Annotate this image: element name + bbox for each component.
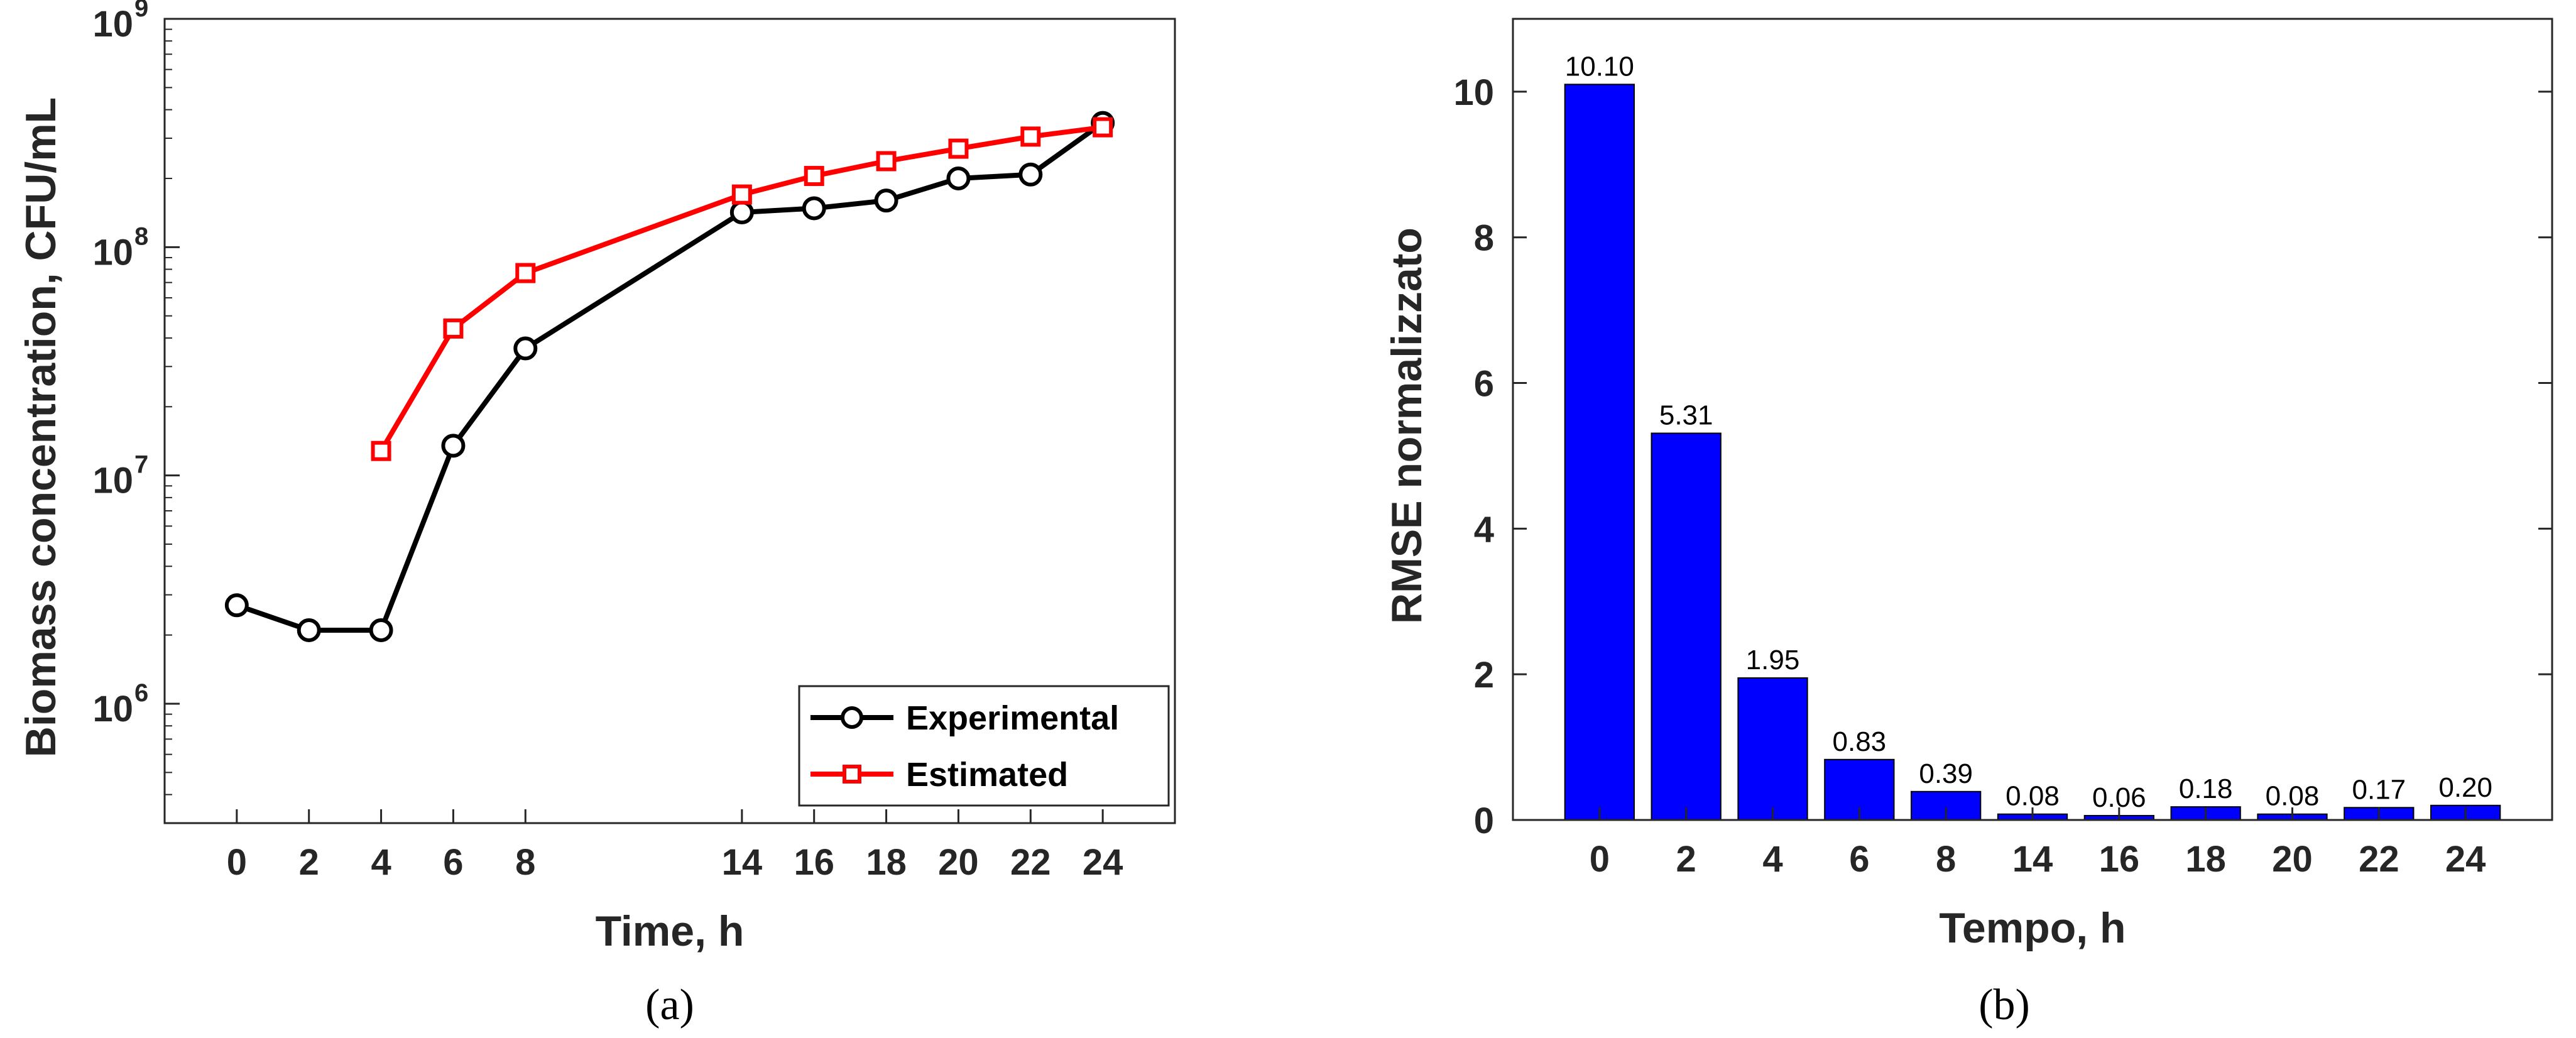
panel-a-x-tick-label: 14 bbox=[722, 842, 763, 883]
data-point-estimated bbox=[876, 151, 897, 172]
panel-a-y-tick-label: 10 bbox=[92, 4, 133, 45]
panel-a-y-tick-label: 10 bbox=[92, 689, 133, 729]
panel-b-x-tick-label: 16 bbox=[2099, 839, 2140, 880]
panel-a-x-tick-label: 16 bbox=[794, 842, 834, 883]
panel-a-x-tick-label: 6 bbox=[443, 842, 463, 883]
bar-4 bbox=[1737, 677, 1808, 821]
panel-a-x-tick-label: 8 bbox=[515, 842, 535, 883]
panel-a-x-ticks: 0 2 4 6 8 14 16 18 20 22 24 bbox=[227, 809, 1123, 883]
bar-data-label: 5.31 bbox=[1659, 400, 1713, 431]
bar-data-label: 0.08 bbox=[2266, 781, 2320, 812]
bar-data-label: 0.18 bbox=[2179, 773, 2233, 804]
panel-a-y-tick-exponent: 6 bbox=[134, 679, 148, 707]
panel-a-legend: Experimental Estimated bbox=[798, 685, 1170, 807]
panel-b-y-tick-label: 8 bbox=[1474, 218, 1494, 259]
panel-a-caption: (a) bbox=[645, 981, 694, 1029]
panel-a-x-tick-label: 24 bbox=[1083, 842, 1123, 883]
panel-a-y-tick-exponent: 9 bbox=[134, 0, 148, 22]
bar-2 bbox=[1651, 432, 1722, 821]
legend-marker-experimental bbox=[841, 706, 863, 729]
bar-data-label: 0.17 bbox=[2352, 774, 2406, 805]
bar-data-label: 0.20 bbox=[2438, 772, 2492, 803]
panel-b-x-tick-label: 6 bbox=[1849, 839, 1869, 880]
panel-b-x-axis-label: Tempo, h bbox=[1939, 904, 2126, 952]
legend-label-experimental: Experimental bbox=[906, 699, 1119, 737]
panel-a-x-tick-label: 0 bbox=[227, 842, 247, 883]
panel-a-x-axis-label: Time, h bbox=[596, 907, 745, 955]
panel-b-x-tick-label: 4 bbox=[1762, 839, 1782, 880]
data-point-experimental bbox=[874, 188, 898, 213]
series-line-experimental bbox=[236, 121, 1105, 633]
panel-b-y-axis-label: RMSE normalizzato bbox=[1383, 227, 1431, 624]
panel-b-caption: (b) bbox=[1978, 981, 2030, 1029]
panel-a-y-tick-exponent: 8 bbox=[134, 222, 148, 250]
panel-b-y-tick-label: 10 bbox=[1453, 72, 1494, 113]
panel-a-plot-frame bbox=[163, 18, 1176, 824]
panel-b-y-tick-label: 4 bbox=[1474, 509, 1494, 550]
panel-a-x-tick-label: 18 bbox=[866, 842, 907, 883]
data-point-experimental bbox=[946, 166, 971, 190]
data-point-experimental bbox=[1018, 162, 1043, 187]
data-point-estimated bbox=[443, 318, 464, 339]
bar-data-label: 0.39 bbox=[1919, 758, 1973, 789]
data-point-estimated bbox=[1093, 117, 1113, 138]
data-point-estimated bbox=[731, 184, 752, 205]
panel-b-x-tick-label: 14 bbox=[2012, 839, 2053, 880]
bar-data-label: 10.10 bbox=[1565, 51, 1634, 82]
panel-b-y-tick-label: 0 bbox=[1474, 800, 1494, 841]
data-point-estimated bbox=[948, 138, 969, 159]
data-point-experimental bbox=[297, 618, 321, 642]
panel-b-x-ticks: 0 2 4 6 8 14 16 18 20 22 24 bbox=[1590, 807, 2486, 880]
data-point-experimental bbox=[369, 618, 393, 642]
panel-a-y-tick-label: 10 bbox=[92, 461, 133, 501]
data-point-estimated bbox=[804, 166, 824, 187]
panel-b-x-tick-label: 0 bbox=[1590, 839, 1610, 880]
legend-marker-estimated bbox=[843, 765, 861, 784]
data-point-estimated bbox=[1020, 126, 1041, 147]
panel-a-x-tick-label: 2 bbox=[299, 842, 319, 883]
data-point-experimental bbox=[513, 336, 538, 361]
panel-a-series-group bbox=[224, 111, 1115, 642]
panel-b-bars: 10.105.311.950.830.390.08 0.06 0.18 0.08 0.1… bbox=[1564, 51, 2501, 821]
panel-a-y-tick-exponent: 7 bbox=[134, 451, 148, 479]
panel-a-y-tick-label: 10 bbox=[92, 232, 133, 273]
data-point-experimental bbox=[802, 196, 826, 221]
panel-b-y-tick-label: 2 bbox=[1474, 655, 1494, 696]
legend-label-estimated: Estimated bbox=[906, 756, 1068, 794]
panel-a-x-tick-label: 4 bbox=[371, 842, 391, 883]
panel-b-x-tick-label: 18 bbox=[2185, 839, 2226, 880]
panel-b-bar-chart: 10.105.311.950.830.390.08 0.06 0.18 0.08 0.1… bbox=[1383, 18, 2553, 1029]
bar-0 bbox=[1564, 84, 1635, 821]
data-point-experimental bbox=[729, 200, 754, 225]
panel-b-x-tick-label: 22 bbox=[2359, 839, 2399, 880]
bar-data-label: 0.83 bbox=[1833, 726, 1887, 757]
panel-a-x-tick-label: 22 bbox=[1010, 842, 1051, 883]
panel-b-x-tick-label: 8 bbox=[1936, 839, 1956, 880]
bar-data-label: 0.08 bbox=[2006, 781, 2060, 812]
panel-b-x-tick-label: 20 bbox=[2272, 839, 2313, 880]
data-point-estimated bbox=[371, 440, 391, 461]
legend-box bbox=[798, 685, 1170, 807]
panel-b-y-ticks: 0 2 4 6 8 10 bbox=[1453, 72, 2552, 841]
panel-b-x-tick-label: 24 bbox=[2445, 839, 2486, 880]
data-point-estimated bbox=[515, 263, 536, 283]
bar-data-label: 1.95 bbox=[1746, 645, 1800, 675]
panel-a-x-tick-label: 20 bbox=[938, 842, 979, 883]
data-point-experimental bbox=[441, 434, 466, 458]
panel-b-x-tick-label: 2 bbox=[1676, 839, 1696, 880]
panel-b-y-tick-label: 6 bbox=[1474, 364, 1494, 405]
panel-a-y-axis-label: Biomass concentration, CFU/mL bbox=[17, 97, 65, 757]
data-point-experimental bbox=[224, 593, 249, 618]
